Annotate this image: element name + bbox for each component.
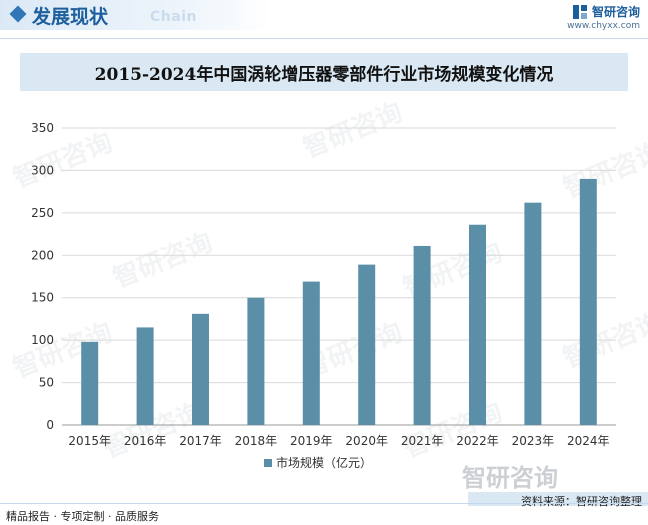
brand: 智研咨询 www.chyxx.com — [567, 3, 640, 31]
brand-url: www.chyxx.com — [567, 21, 640, 31]
x-tick-label: 2022年 — [456, 434, 499, 448]
bar — [192, 313, 209, 425]
x-tick-label: 2018年 — [235, 434, 278, 448]
header-banner — [0, 0, 270, 30]
x-tick-label: 2017年 — [179, 434, 222, 448]
y-tick-label: 150 — [31, 291, 54, 305]
watermark-large: 智研咨询 — [462, 464, 558, 492]
bar — [469, 224, 486, 425]
page-footer: 精品报告 · 专项定制 · 品质服务 — [0, 503, 648, 525]
x-tick-label: 2021年 — [401, 434, 444, 448]
y-tick-label: 0 — [46, 418, 54, 432]
legend-swatch — [264, 459, 272, 467]
y-tick-label: 50 — [39, 376, 54, 390]
section-title: 发展现状 — [32, 6, 109, 28]
bar — [358, 264, 376, 425]
y-tick-label: 250 — [31, 206, 54, 220]
y-tick-label: 100 — [31, 333, 54, 347]
y-tick-label: 350 — [31, 121, 54, 135]
chart-title-box: 2015-2024年中国涡轮增压器零部件行业市场规模变化情况 — [20, 53, 628, 91]
x-tick-label: 2015年 — [68, 434, 111, 448]
header-divider — [0, 38, 648, 39]
y-tick-label: 200 — [31, 248, 54, 262]
bar — [579, 178, 597, 425]
bar — [136, 327, 154, 425]
brand-logo-icon — [572, 4, 587, 19]
section-subtitle: Chain — [150, 9, 197, 25]
chart-title: 2015-2024年中国涡轮增压器零部件行业市场规模变化情况 — [94, 64, 554, 85]
x-tick-label: 2016年 — [124, 434, 167, 448]
data-source: 资料来源：智研咨询整理 — [521, 495, 642, 508]
x-tick-label: 2024年 — [567, 434, 610, 448]
x-tick-label: 2020年 — [345, 434, 388, 448]
bar — [524, 202, 542, 425]
bar — [302, 281, 320, 425]
bar — [247, 297, 265, 425]
footer-divider — [0, 503, 648, 504]
source-highlight — [468, 492, 648, 506]
brand-name: 智研咨询 — [591, 5, 640, 19]
bar — [413, 245, 431, 425]
bar — [81, 341, 99, 425]
x-tick-label: 2019年 — [290, 434, 333, 448]
footer-tagline: 精品报告 · 专项定制 · 品质服务 — [6, 510, 159, 523]
legend-label: 市场规模（亿元） — [276, 455, 372, 470]
x-tick-label: 2023年 — [512, 434, 555, 448]
page-header: 发展现状 Chain 智研咨询 www.chyxx.com — [0, 0, 648, 40]
y-tick-label: 300 — [31, 163, 54, 177]
